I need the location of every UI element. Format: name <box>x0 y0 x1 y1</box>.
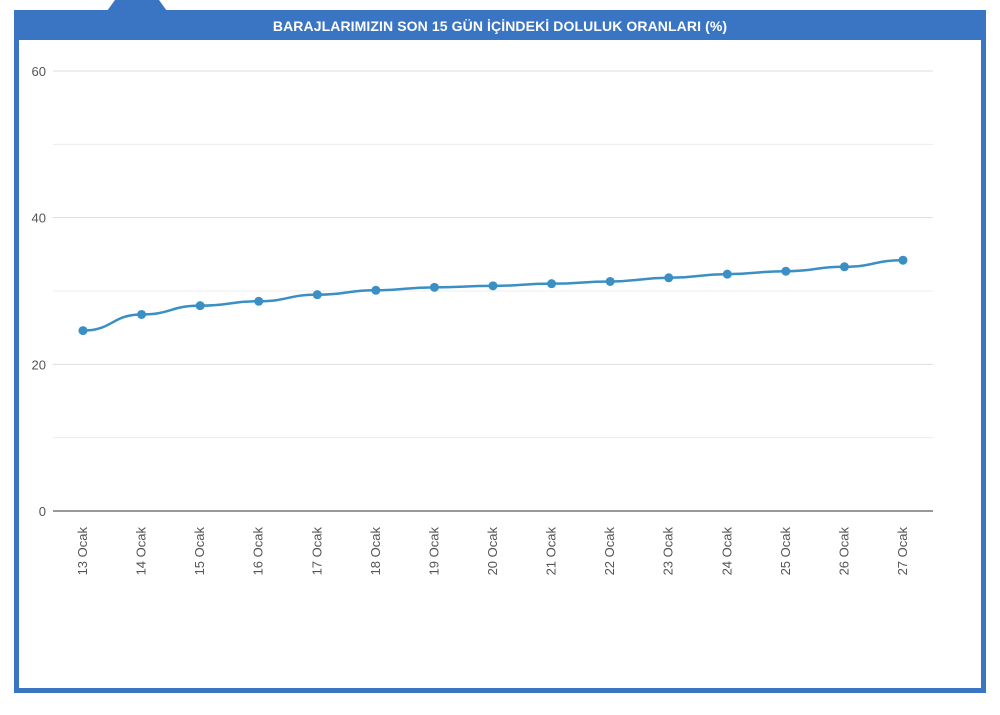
data-point <box>78 326 88 336</box>
data-point <box>839 262 849 272</box>
x-tick-label: 20 Ocak <box>485 527 500 576</box>
data-point <box>429 282 439 292</box>
x-tick-label: 17 Ocak <box>309 527 324 576</box>
y-tick-label: 0 <box>39 504 46 519</box>
tick-labels: 0 20 40 60 13 Ocak 14 Ocak 15 Ocak 16 Ocak 17 Oc… <box>32 64 910 575</box>
x-tick-label: 16 Ocak <box>251 527 266 576</box>
x-tick-label: 22 Ocak <box>602 527 617 576</box>
x-tick-label: 24 Ocak <box>719 527 734 576</box>
x-tick-label: 21 Ocak <box>544 527 559 576</box>
header-tab <box>107 0 167 11</box>
x-tick-label: 19 Ocak <box>426 527 441 576</box>
x-tick-label: 23 Ocak <box>661 527 676 576</box>
data-point <box>722 269 732 279</box>
data-point <box>137 309 147 319</box>
y-tick-label: 60 <box>32 64 46 79</box>
x-tick-label: 18 Ocak <box>368 527 383 576</box>
data-point <box>781 266 791 276</box>
chart-panel: BARAJLARIMIZIN SON 15 GÜN İÇİNDEKİ DOLUL… <box>14 10 986 693</box>
y-tick-label: 20 <box>32 357 46 372</box>
x-tick-label: 13 Ocak <box>75 527 90 576</box>
data-point <box>371 285 381 295</box>
data-point <box>488 281 498 291</box>
data-point <box>605 276 615 286</box>
grid-lines <box>53 70 933 439</box>
chart-title: BARAJLARIMIZIN SON 15 GÜN İÇİNDEKİ DOLUL… <box>14 10 986 40</box>
data-point <box>254 296 264 306</box>
data-point <box>664 273 674 283</box>
x-tick-label: 15 Ocak <box>192 527 207 576</box>
x-tick-label: 25 Ocak <box>778 527 793 576</box>
data-point <box>312 290 322 300</box>
data-point <box>547 279 557 289</box>
y-tick-label: 40 <box>32 211 46 226</box>
data-point <box>898 255 908 265</box>
series-line <box>82 258 904 332</box>
data-point <box>195 301 205 311</box>
x-tick-label: 14 Ocak <box>134 527 149 576</box>
x-tick-label: 26 Ocak <box>836 527 851 576</box>
series <box>78 255 908 336</box>
x-tick-label: 27 Ocak <box>895 527 910 576</box>
